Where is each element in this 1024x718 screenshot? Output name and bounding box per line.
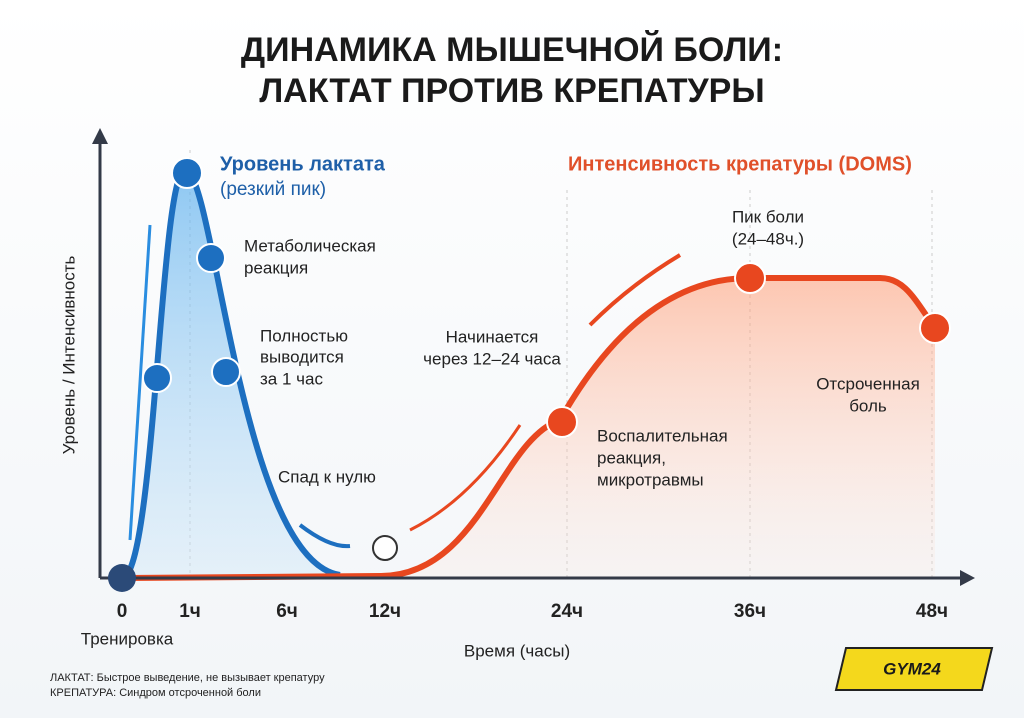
note: Воспалительная bbox=[597, 426, 728, 445]
y-axis-label: Уровень / Интенсивность bbox=[59, 256, 78, 455]
note: за 1 час bbox=[260, 369, 323, 388]
note: (24–48ч.) bbox=[732, 229, 804, 248]
note: реакция bbox=[244, 258, 308, 277]
lactate-title: Уровень лактата bbox=[220, 153, 386, 175]
logo: GYM24 bbox=[883, 659, 941, 678]
x-axis-label: Время (часы) bbox=[464, 641, 570, 660]
x-arrow bbox=[960, 570, 975, 586]
footnote: КРЕПАТУРА: Синдром отсроченной боли bbox=[50, 687, 261, 699]
note: Полностью bbox=[260, 326, 348, 345]
note: боль bbox=[849, 396, 887, 415]
x-tick-label: 6ч bbox=[276, 601, 298, 622]
doms-curve bbox=[121, 275, 938, 581]
markers bbox=[108, 157, 951, 592]
note: реакция, bbox=[597, 448, 666, 467]
doms-title: Интенсивность крепатуры (DOMS) bbox=[568, 153, 912, 175]
x-tick-label: 1ч bbox=[179, 601, 201, 622]
note: микротравмы bbox=[597, 470, 704, 489]
doms-area bbox=[380, 278, 935, 578]
note: Спад к нулю bbox=[278, 467, 376, 486]
note: выводится bbox=[260, 347, 344, 366]
rise-arrow bbox=[128, 224, 152, 541]
note: Пик боли bbox=[732, 207, 804, 226]
drop-arrow bbox=[298, 523, 351, 549]
lactate-subtitle: (резкий пик) bbox=[220, 179, 326, 200]
footnote: ЛАКТАТ: Быстрое выведение, не вызывает к… bbox=[50, 672, 325, 684]
x-tick-label: 0 bbox=[117, 601, 128, 622]
rise-arrow bbox=[409, 424, 522, 532]
note: Отсроченная bbox=[816, 374, 920, 393]
title: ЛАКТАТ ПРОТИВ КРЕПАТУРЫ bbox=[259, 72, 764, 110]
rise-arrow bbox=[588, 253, 682, 327]
x-tick-label: 36ч bbox=[734, 601, 766, 622]
x-tick-label: 12ч bbox=[369, 601, 401, 622]
logo-box bbox=[834, 647, 994, 691]
title: ДИНАМИКА МЫШЕЧНОЙ БОЛИ: bbox=[241, 30, 783, 69]
note: через 12–24 часа bbox=[423, 349, 561, 368]
x-tick-label: 48ч bbox=[916, 601, 948, 622]
note: Начинается bbox=[446, 327, 539, 346]
origin-note: Тренировка bbox=[81, 629, 174, 648]
note: Метаболическая bbox=[244, 236, 376, 255]
y-arrow bbox=[92, 128, 108, 144]
x-tick-label: 24ч bbox=[551, 601, 583, 622]
